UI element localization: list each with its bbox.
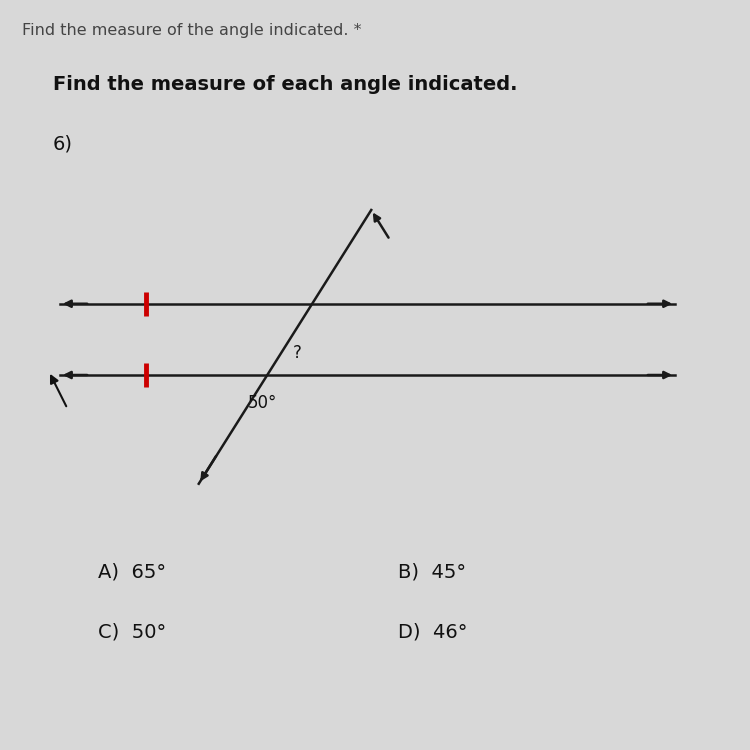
- Text: A)  65°: A) 65°: [98, 562, 166, 581]
- Text: B)  45°: B) 45°: [398, 562, 466, 581]
- Text: ?: ?: [292, 344, 302, 362]
- Text: C)  50°: C) 50°: [98, 622, 166, 641]
- Text: 6): 6): [53, 135, 73, 154]
- Text: 50°: 50°: [248, 394, 277, 412]
- Text: D)  46°: D) 46°: [398, 622, 467, 641]
- Text: Find the measure of each angle indicated.: Find the measure of each angle indicated…: [53, 75, 517, 94]
- Text: Find the measure of the angle indicated. *: Find the measure of the angle indicated.…: [22, 22, 362, 38]
